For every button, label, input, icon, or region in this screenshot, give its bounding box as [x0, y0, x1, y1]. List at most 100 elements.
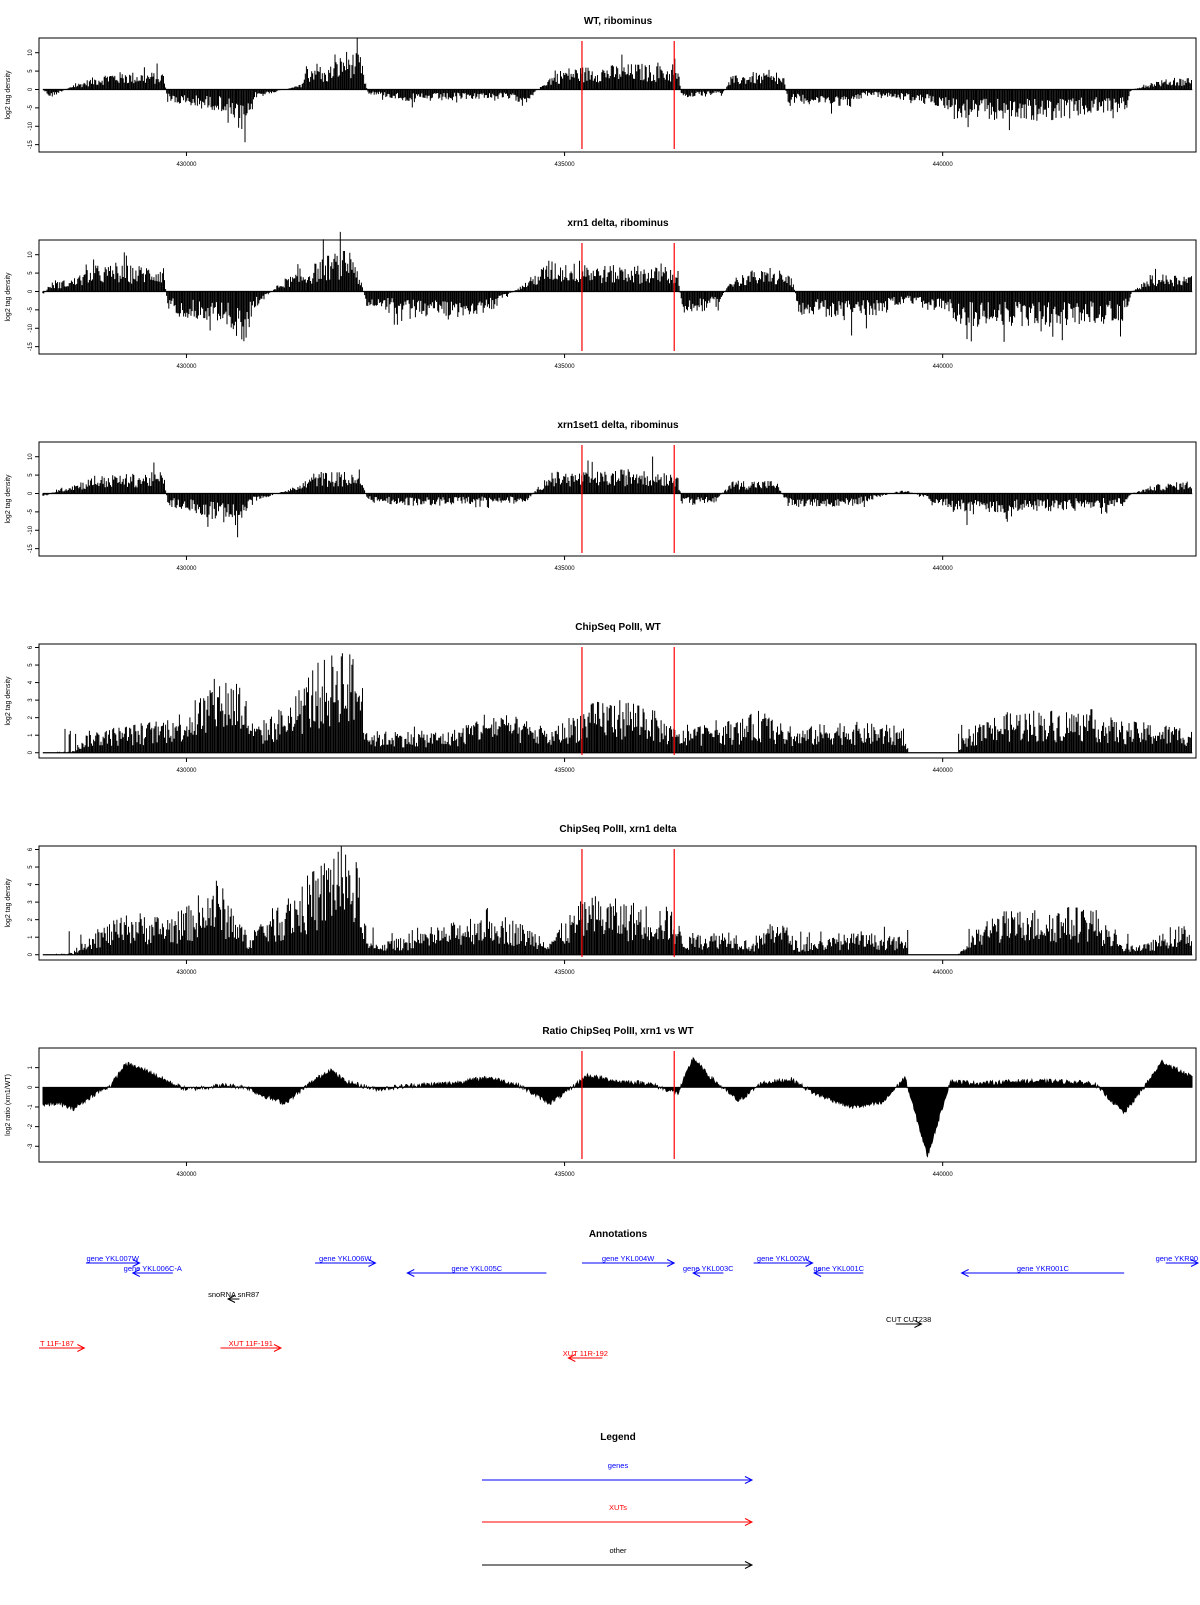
- y-tick-label: -5: [28, 509, 34, 515]
- panel-frame: [38, 441, 1197, 557]
- annotation-feature: XUT 11R-192: [563, 1349, 608, 1362]
- panel-frame: [38, 643, 1197, 759]
- arrowhead-icon: [132, 1259, 141, 1267]
- x-tick-label: 435000: [555, 1172, 576, 1178]
- y-tick-label: 6: [28, 847, 34, 851]
- x-axis: 430000 435000 440000: [176, 354, 953, 370]
- annotation-feature: snoRNA snR87: [208, 1290, 259, 1303]
- arrowhead-icon: [273, 1344, 283, 1352]
- x-tick-label: 435000: [555, 566, 576, 572]
- feature-label: gene YKL001C: [813, 1264, 864, 1273]
- legend-title: Legend: [600, 1432, 636, 1443]
- panel-title: Ratio ChipSeq PolII, xrn1 vs WT: [542, 1026, 693, 1037]
- y-tick-label: 3: [28, 900, 34, 904]
- y-tick-label: -15: [28, 544, 34, 553]
- y-tick-label: -3: [28, 1143, 34, 1149]
- legend-label: XUTs: [609, 1503, 627, 1512]
- arrowhead-icon: [805, 1259, 814, 1267]
- y-axis-label: log2 tag density: [5, 272, 12, 322]
- track-panel: ChipSeq PolII, WT 0 1 2 3 4 5 6 log2 tag density…: [5, 622, 1197, 774]
- y-tick-label: 0: [28, 289, 34, 293]
- y-tick-label: 1: [28, 935, 34, 939]
- panel-title: xrn1 delta, ribominus: [567, 218, 669, 229]
- signal-bars: [42, 653, 1193, 754]
- arrowhead-icon: [226, 1295, 236, 1303]
- y-tick-label: 0: [28, 750, 34, 754]
- x-tick-label: 440000: [933, 970, 954, 976]
- annotation-feature: T 11F-187: [39, 1339, 86, 1352]
- feature-label: gene YKR00: [1156, 1254, 1198, 1263]
- y-tick-label: -2: [28, 1123, 34, 1129]
- feature-label: gene YKL007W: [87, 1254, 140, 1263]
- annotations-title: Annotations: [589, 1229, 648, 1240]
- arrowhead-icon: [744, 1518, 754, 1526]
- annotation-feature: gene YKL006C-A: [124, 1264, 182, 1277]
- x-axis: 430000 435000 440000: [176, 152, 953, 168]
- x-tick-label: 430000: [176, 768, 197, 774]
- arrowhead-icon: [666, 1259, 676, 1267]
- legend: Legend genes XUTs other: [482, 1432, 754, 1569]
- y-axis-label: log2 tag density: [5, 474, 12, 524]
- arrowhead-icon: [744, 1476, 754, 1484]
- y-tick-label: -10: [28, 525, 34, 534]
- y-tick-label: -15: [28, 140, 34, 149]
- x-tick-label: 440000: [933, 162, 954, 168]
- x-tick-label: 430000: [176, 970, 197, 976]
- signal-bar: [57, 653, 1192, 753]
- feature-label: gene YKL004W: [602, 1254, 655, 1263]
- signal-bars: [42, 456, 1193, 538]
- signal-bars: [42, 38, 1193, 143]
- arrowhead-icon: [812, 1269, 822, 1277]
- ratio-area: [42, 1056, 1193, 1158]
- panel-title: WT, ribominus: [584, 16, 653, 27]
- y-tick-label: 0: [28, 491, 34, 495]
- x-tick-label: 430000: [176, 364, 197, 370]
- x-tick-label: 435000: [555, 162, 576, 168]
- x-tick-label: 440000: [933, 566, 954, 572]
- feature-label: gene YKR001C: [1017, 1264, 1070, 1273]
- signal-bar: [43, 38, 1192, 143]
- y-axis: -15 -10 -5 0 5 10: [28, 49, 39, 149]
- annotation-feature: gene YKL003C: [683, 1264, 734, 1277]
- y-tick-label: 2: [28, 715, 34, 719]
- annotation-feature: gene YKL001C: [812, 1264, 865, 1277]
- annotation-feature: gene YKL007W: [85, 1254, 141, 1267]
- arrowhead-icon: [1190, 1259, 1200, 1267]
- y-tick-label: 0: [28, 952, 34, 956]
- y-tick-label: 2: [28, 917, 34, 921]
- x-tick-label: 440000: [933, 768, 954, 774]
- x-tick-label: 430000: [176, 566, 197, 572]
- x-tick-label: 430000: [176, 1172, 197, 1178]
- y-axis: -15 -10 -5 0 5 10: [28, 453, 39, 553]
- panel-title: ChipSeq PolII, WT: [575, 622, 661, 633]
- feature-label: CUT CUT238: [886, 1315, 931, 1324]
- annotation-feature: gene YKR00: [1156, 1254, 1200, 1267]
- panel-title: xrn1set1 delta, ribominus: [557, 420, 679, 431]
- y-tick-label: 5: [28, 663, 34, 667]
- y-axis: 0 1 2 3 4 5 6: [28, 645, 39, 754]
- y-tick-label: -15: [28, 342, 34, 351]
- arrowhead-icon: [914, 1320, 923, 1328]
- signal-bar: [42, 456, 1192, 538]
- legend-entry: genes: [482, 1461, 754, 1484]
- y-tick-label: 5: [28, 473, 34, 477]
- x-tick-label: 430000: [176, 162, 197, 168]
- annotation-feature: gene YKL005C: [406, 1264, 547, 1277]
- annotation-feature: gene YKL004W: [581, 1254, 676, 1267]
- y-tick-label: 10: [28, 251, 34, 258]
- legend-entry: other: [482, 1546, 754, 1569]
- track-panel: xrn1set1 delta, ribominus -15 -10 -5 0 5 10 log…: [5, 420, 1197, 572]
- feature-label: T 11F-187: [40, 1339, 74, 1348]
- feature-label: gene YKL003C: [683, 1264, 734, 1273]
- y-tick-label: -5: [28, 307, 34, 313]
- feature-label: snoRNA snR87: [208, 1290, 259, 1299]
- annotation-feature: gene YKL006W: [315, 1254, 377, 1267]
- y-tick-label: 1: [28, 733, 34, 737]
- legend-entries: genes XUTs other: [482, 1461, 754, 1569]
- signal-bars: [42, 231, 1193, 342]
- signal-bars: [42, 1056, 1193, 1158]
- arrowhead-icon: [567, 1354, 576, 1362]
